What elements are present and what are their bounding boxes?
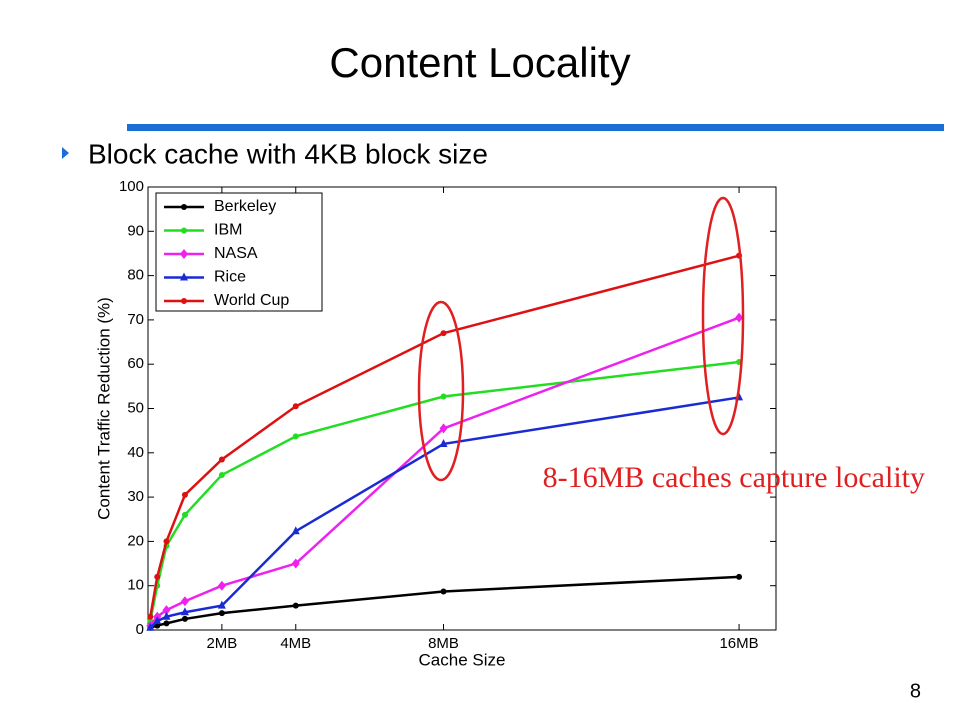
marker <box>181 615 188 622</box>
x-axis-label: Cache Size <box>419 650 506 669</box>
y-tick-label: 60 <box>127 355 144 372</box>
x-tick-label: 8MB <box>428 635 459 652</box>
marker <box>180 272 188 281</box>
marker <box>163 620 170 627</box>
highlight-ellipse <box>417 300 465 482</box>
y-tick-label: 100 <box>119 178 144 195</box>
marker <box>218 456 225 463</box>
marker <box>163 538 170 545</box>
marker <box>153 616 162 625</box>
marker <box>439 438 448 447</box>
marker <box>291 526 300 535</box>
y-tick-label: 90 <box>127 222 144 239</box>
chart: 0 10 20 30 40 50 60 70 80 90 100 2MB 4MB 8MB 16MB Cache… <box>94 178 777 669</box>
marker <box>440 393 447 400</box>
legend-label: Rice <box>214 269 246 286</box>
bullet-icon <box>62 147 69 159</box>
highlight-ellipse <box>701 196 745 436</box>
marker <box>181 298 187 304</box>
marker <box>735 312 744 323</box>
title-rule <box>127 124 944 131</box>
marker <box>181 204 187 210</box>
marker <box>147 613 154 620</box>
marker <box>440 330 447 337</box>
marker <box>162 611 171 620</box>
annotation: 8-16MB caches capture locality <box>543 461 925 494</box>
marker <box>154 573 161 580</box>
y-tick-label: 30 <box>127 488 144 505</box>
x-tick-label: 4MB <box>280 635 311 652</box>
marker <box>736 573 743 580</box>
marker <box>180 596 189 607</box>
marker <box>292 602 299 609</box>
legend-label: IBM <box>214 222 242 239</box>
y-tick-label: 40 <box>127 444 144 461</box>
marker <box>218 610 225 617</box>
series-line <box>149 254 740 617</box>
legend-label: World Cup <box>214 292 289 309</box>
y-axis-label: Content Traffic Reduction (%) <box>94 297 113 520</box>
marker <box>181 227 187 234</box>
slide-title: Content Locality <box>329 39 630 86</box>
y-tick-label: 10 <box>127 577 144 594</box>
y-tick-label: 20 <box>127 532 144 549</box>
marker <box>180 607 189 616</box>
legend-label: NASA <box>214 245 258 262</box>
bullet-text: Block cache with 4KB block size <box>88 138 488 169</box>
marker <box>217 580 226 591</box>
page-number: 8 <box>910 680 921 702</box>
legend-label: Berkeley <box>214 198 276 215</box>
marker <box>181 511 188 518</box>
marker <box>218 471 225 478</box>
marker <box>292 403 299 410</box>
y-tick-label: 80 <box>127 267 144 284</box>
y-tick-label: 0 <box>136 621 144 638</box>
marker <box>181 491 188 498</box>
marker <box>439 423 448 434</box>
marker <box>291 558 300 569</box>
marker <box>162 605 171 616</box>
marker <box>180 249 188 259</box>
marker <box>146 622 155 631</box>
y-tick-label: 50 <box>127 399 144 416</box>
x-tick-label: 16MB <box>719 635 758 652</box>
marker <box>440 588 447 595</box>
marker <box>292 433 299 440</box>
x-tick-label: 2MB <box>206 635 237 652</box>
y-tick-label: 70 <box>127 311 144 328</box>
marker <box>217 600 226 609</box>
